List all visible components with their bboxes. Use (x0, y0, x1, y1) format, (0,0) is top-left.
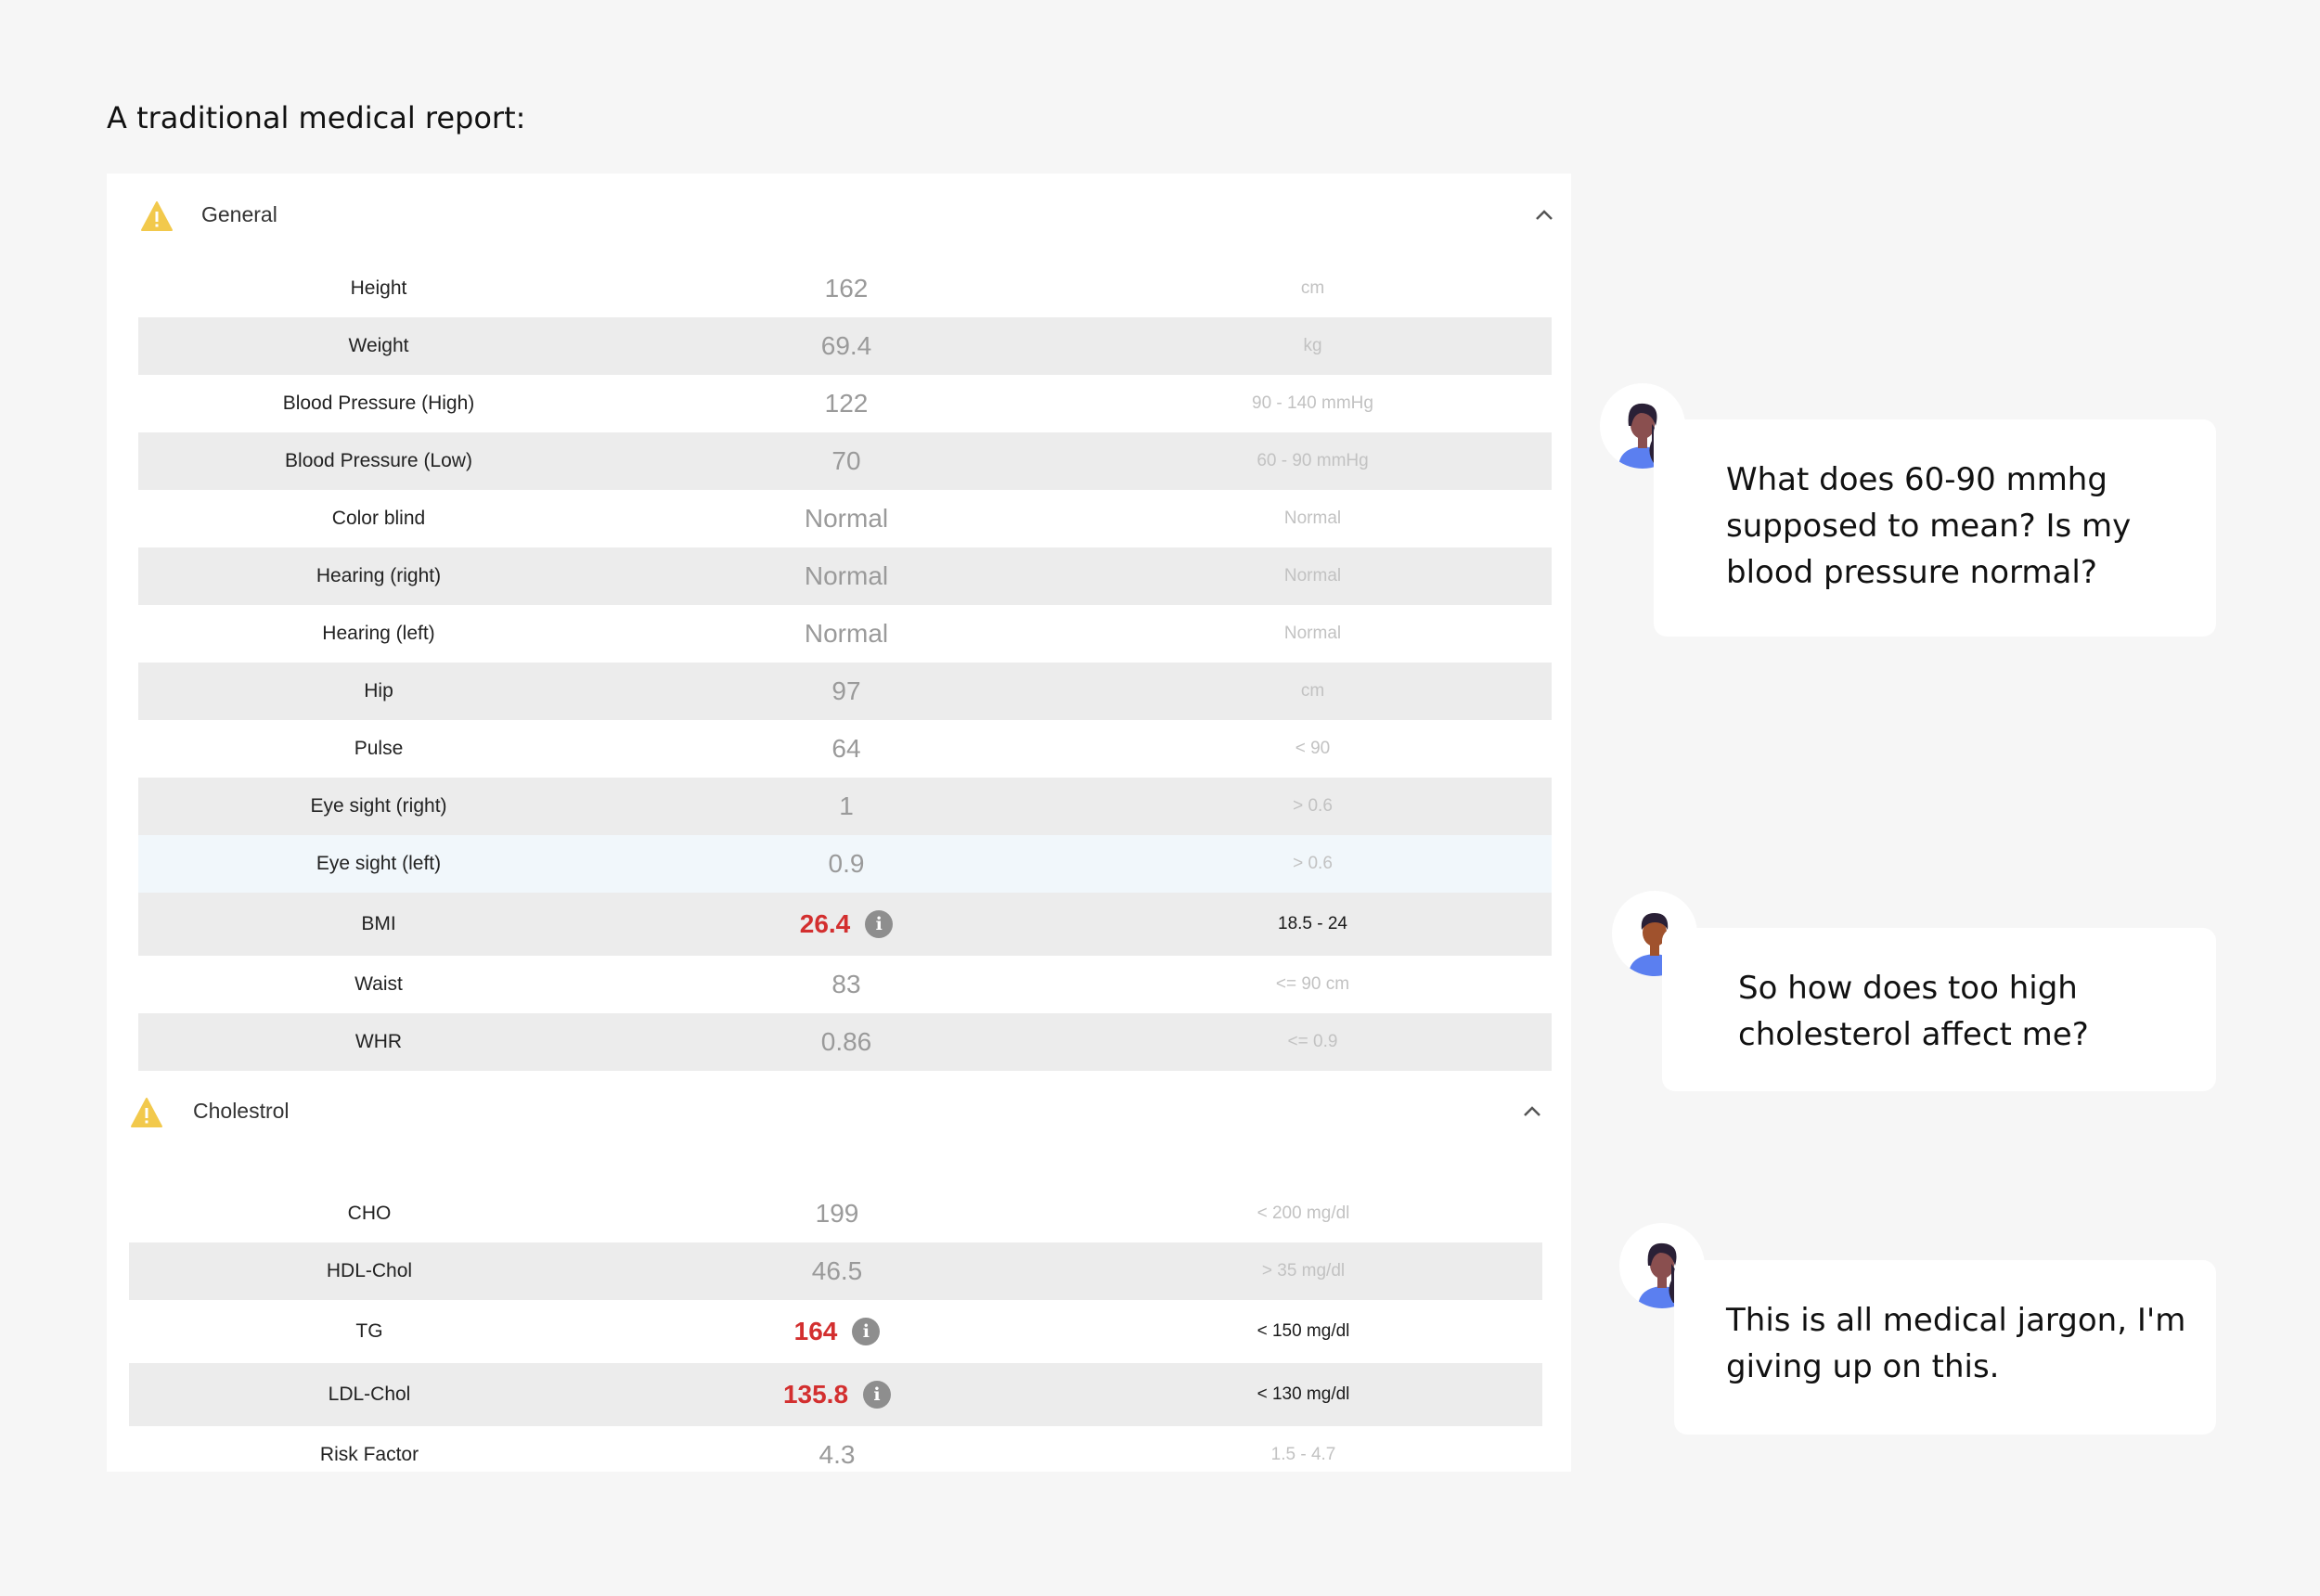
table-row: Color blind Normal Normal (138, 490, 1552, 547)
page-heading: A traditional medical report: (107, 100, 526, 135)
section-title: General (201, 202, 277, 226)
row-reference: cm (1300, 681, 1325, 701)
row-label: BMI (361, 913, 396, 934)
table-row: Hearing (left) Normal Normal (138, 605, 1552, 663)
row-label: Hearing (left) (322, 623, 435, 644)
chat-line: So how does too high (1738, 970, 2078, 1007)
row-reference: 90 - 140 mmHg (1252, 393, 1373, 413)
table-row: WHR 0.86 <= 0.9 (138, 1013, 1552, 1071)
info-icon[interactable]: i (863, 1381, 892, 1409)
row-value: 0.86 (820, 1027, 872, 1056)
table-row: Blood Pressure (High) 122 90 - 140 mmHg (138, 375, 1552, 432)
table-row: CHO 199 < 200 mg/dl (129, 1185, 1542, 1242)
section-header-cholestrol[interactable]: Cholestrol (130, 1097, 1540, 1143)
row-reference: Normal (1283, 566, 1342, 586)
row-value: Normal (804, 504, 889, 533)
row-label: Waist (354, 973, 403, 995)
table-row: Weight 69.4 kg (138, 317, 1552, 375)
table-row: Pulse 64 < 90 (138, 720, 1552, 778)
row-reference: < 200 mg/dl (1257, 1203, 1350, 1223)
info-icon[interactable]: i (852, 1318, 881, 1345)
row-reference: Normal (1283, 624, 1342, 643)
row-label: Color blind (331, 508, 426, 529)
section-header-general[interactable]: General (140, 200, 1554, 247)
row-label: HDL-Chol (326, 1260, 413, 1281)
row-label: Pulse (354, 738, 404, 759)
table-row-flagged: BMI 26.4 i 18.5 - 24 (138, 893, 1552, 956)
row-value: 83 (831, 970, 861, 998)
row-reference: < 90 (1295, 739, 1331, 758)
chat-bubble: What does 60-90 mmhg supposed to mean? I… (1654, 419, 2216, 637)
row-reference: 18.5 - 24 (1278, 914, 1347, 933)
row-reference: < 150 mg/dl (1257, 1321, 1350, 1341)
row-value: 64 (831, 734, 861, 763)
table-row: Eye sight (right) 1 > 0.6 (138, 778, 1552, 835)
chat-line: supposed to mean? Is my (1726, 508, 2132, 545)
row-value: 97 (831, 676, 861, 705)
row-reference: 60 - 90 mmHg (1257, 451, 1369, 470)
row-value: 46.5 (811, 1256, 863, 1285)
row-label: Blood Pressure (Low) (285, 450, 472, 471)
row-value: Normal (804, 619, 889, 648)
info-icon[interactable]: i (865, 910, 894, 938)
chat-line: What does 60-90 mmhg (1726, 461, 2107, 498)
section-title: Cholestrol (193, 1099, 290, 1123)
row-value: 69.4 (820, 331, 872, 360)
row-value: 1 (839, 792, 854, 820)
row-label: CHO (347, 1203, 392, 1224)
chat-line: This is all medical jargon, I'm (1726, 1302, 2186, 1339)
row-reference: 1.5 - 4.7 (1270, 1445, 1336, 1464)
table-row: Risk Factor 4.3 1.5 - 4.7 (129, 1426, 1542, 1484)
row-value: 0.9 (828, 849, 865, 878)
row-label: Eye sight (left) (316, 853, 442, 874)
row-value: 70 (831, 446, 861, 475)
row-reference: <= 90 cm (1275, 974, 1350, 994)
row-value: 135.8 i (610, 1380, 1064, 1409)
chevron-up-icon[interactable] (1534, 208, 1554, 223)
row-reference: kg (1303, 336, 1322, 355)
row-label: Risk Factor (319, 1444, 419, 1465)
row-reference: > 0.6 (1293, 796, 1333, 816)
table-row: Waist 83 <= 90 cm (138, 956, 1552, 1013)
chevron-up-icon[interactable] (1522, 1104, 1542, 1119)
row-reference: > 35 mg/dl (1261, 1261, 1346, 1281)
row-value: 164 i (610, 1317, 1064, 1346)
row-label: Hip (364, 680, 393, 701)
row-label: Hearing (right) (316, 565, 442, 586)
table-row-flagged: LDL-Chol 135.8 i < 130 mg/dl (129, 1363, 1542, 1426)
row-label: Height (350, 277, 407, 299)
row-reference: < 130 mg/dl (1257, 1384, 1350, 1404)
chat-bubble: So how does too high cholesterol affect … (1662, 928, 2216, 1091)
row-reference: <= 0.9 (1287, 1032, 1338, 1051)
row-reference: Normal (1283, 508, 1342, 528)
row-value: 26.4 i (619, 909, 1074, 939)
row-value: 162 (824, 274, 869, 302)
table-row: Eye sight (left) 0.9 > 0.6 (138, 835, 1552, 893)
chat-line: blood pressure normal? (1726, 554, 2097, 591)
warning-icon (131, 1098, 162, 1127)
chat-line: giving up on this. (1726, 1348, 2000, 1385)
row-reference: cm (1300, 278, 1325, 298)
row-label: WHR (354, 1031, 403, 1052)
table-row: HDL-Chol 46.5 > 35 mg/dl (129, 1242, 1542, 1300)
row-label: TG (355, 1320, 383, 1342)
row-label: Blood Pressure (High) (282, 393, 475, 414)
row-value: 122 (824, 389, 869, 418)
row-label: Eye sight (right) (310, 795, 447, 817)
table-row: Height 162 cm (138, 260, 1552, 317)
row-label: Weight (348, 335, 409, 356)
table-row: Hearing (right) Normal Normal (138, 547, 1552, 605)
row-value: 4.3 (818, 1440, 856, 1469)
row-reference: > 0.6 (1293, 854, 1333, 873)
table-row: Hip 97 cm (138, 663, 1552, 720)
medical-report-card: General Height 162 cm Weight 69.4 kg Blo… (107, 174, 1571, 1472)
table-row: Blood Pressure (Low) 70 60 - 90 mmHg (138, 432, 1552, 490)
warning-icon (141, 201, 173, 231)
table-row-flagged: TG 164 i < 150 mg/dl (129, 1300, 1542, 1363)
row-value: Normal (804, 561, 889, 590)
row-label: LDL-Chol (328, 1384, 411, 1405)
row-value: 199 (815, 1199, 859, 1228)
chat-bubble: This is all medical jargon, I'm giving u… (1674, 1260, 2216, 1435)
chat-line: cholesterol affect me? (1738, 1016, 2089, 1053)
